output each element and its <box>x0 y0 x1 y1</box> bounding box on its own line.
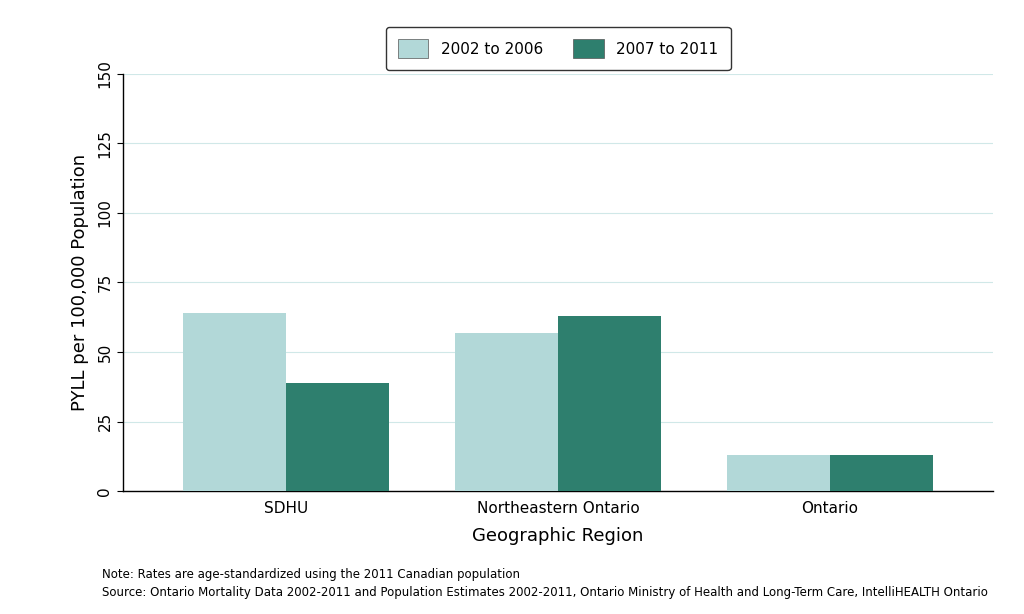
X-axis label: Geographic Region: Geographic Region <box>472 527 644 545</box>
Text: Source: Ontario Mortality Data 2002-2011 and Population Estimates 2002-2011, Ont: Source: Ontario Mortality Data 2002-2011… <box>102 586 988 599</box>
Bar <box>830 455 934 491</box>
Bar <box>182 313 286 491</box>
Text: Note: Rates are age-standardized using the 2011 Canadian population: Note: Rates are age-standardized using t… <box>102 568 520 581</box>
Bar <box>558 316 662 491</box>
Bar <box>286 383 389 491</box>
Bar <box>455 333 558 491</box>
Y-axis label: PYLL per 100,000 Population: PYLL per 100,000 Population <box>71 154 89 411</box>
Bar <box>727 455 830 491</box>
Legend: 2002 to 2006, 2007 to 2011: 2002 to 2006, 2007 to 2011 <box>386 27 730 70</box>
